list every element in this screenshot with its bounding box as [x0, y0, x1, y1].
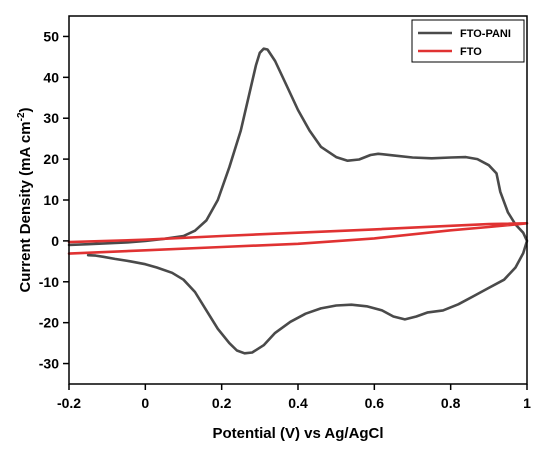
x-tick-label: 0.8 — [441, 395, 461, 411]
x-tick-label: -0.2 — [57, 395, 81, 411]
y-axis-ticks: -30 -20 -10 0 10 20 30 40 50 — [39, 28, 69, 372]
y-tick-label: 0 — [51, 233, 59, 249]
legend: FTO-PANI FTO — [411, 19, 525, 63]
plot-frame — [68, 15, 528, 385]
x-tick-label: 0.4 — [288, 395, 308, 411]
y-tick-label: 30 — [43, 110, 59, 126]
y-axis-title-main: Current Density (mA cm — [17, 121, 34, 292]
legend-label: FTO-PANI — [460, 28, 511, 40]
x-axis-ticks: -0.2 0 0.2 0.4 0.6 0.8 1 — [57, 384, 531, 411]
y-tick-label: 50 — [43, 28, 59, 44]
y-axis-title-end: ) — [17, 107, 34, 112]
y-tick-label: 20 — [43, 151, 59, 167]
x-tick-label: 1 — [523, 395, 531, 411]
y-tick-label: -30 — [39, 356, 59, 372]
x-tick-label: 0 — [141, 395, 149, 411]
legend-box — [411, 19, 525, 63]
y-tick-label: -20 — [39, 315, 59, 331]
x-axis-title: Potential (V) vs Ag/AgCl — [212, 425, 383, 442]
y-tick-label: 40 — [43, 69, 59, 85]
y-tick-label: -10 — [39, 274, 59, 290]
y-axis-title: Current Density (mA cm-2) — [16, 107, 34, 292]
x-tick-label: 0.6 — [365, 395, 385, 411]
legend-label: FTO — [460, 46, 482, 58]
series-line-fto — [67, 222, 529, 255]
x-tick-label: 0.2 — [212, 395, 232, 411]
series-line-fto-pani — [67, 47, 529, 355]
y-axis-title-superscript: -2 — [16, 112, 27, 121]
y-tick-label: 10 — [43, 192, 59, 208]
curves-layer — [67, 47, 529, 355]
